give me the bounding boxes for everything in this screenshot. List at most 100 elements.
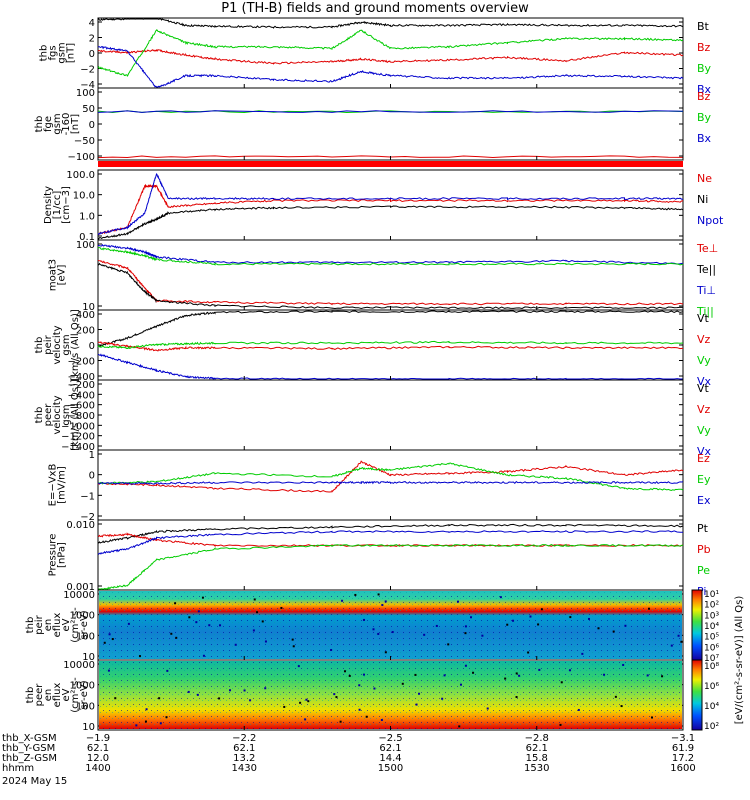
spectrogram-pixel [196, 693, 199, 696]
x-row-label: thb_Y-GSM [2, 743, 55, 754]
y-axis-label: peer [43, 403, 54, 427]
panel-frame [97, 309, 684, 381]
spectrogram-pixel [443, 674, 446, 677]
y-axis-label: [1/cc] [52, 191, 63, 220]
spectrogram-pixel [423, 633, 426, 636]
spectrogram-pixel [372, 628, 375, 631]
spectrogram-pixel [292, 645, 295, 648]
y-tick-label: −2 [80, 512, 95, 523]
y-tick-label: −2 [80, 65, 95, 76]
series-line-npot [97, 173, 684, 236]
spectrogram-pixel [414, 673, 417, 676]
spectrogram-pixel [219, 624, 222, 627]
spectrogram-pixel [114, 697, 117, 700]
y-tick-label: −200 [68, 380, 95, 391]
spectrogram-pixel [597, 627, 600, 630]
y-axis-label: Density [43, 186, 54, 224]
y-tick-label: 400 [76, 310, 95, 321]
legend-te: Te⊥ [696, 242, 718, 255]
y-axis-label: en [43, 689, 54, 702]
y-tick-label: 10 [82, 302, 95, 313]
spectrogram-pixel [252, 629, 255, 632]
date-label: 2024 May 15 [2, 776, 67, 787]
series-line-ey [97, 462, 684, 492]
colorbar-tick: 10² [704, 601, 719, 611]
y-tick-label: 0 [89, 341, 95, 352]
legend-ne: Ne [697, 172, 712, 185]
y-tick-label: −400 [68, 372, 95, 383]
spectrogram-pixel [381, 603, 384, 606]
legend-vy: Vy [697, 424, 711, 437]
spectrogram-pixel [264, 640, 267, 643]
legend-ni: Ni [697, 193, 708, 206]
spectrogram-pixel [174, 602, 177, 605]
panel-frame [97, 449, 684, 521]
y-axis-label: sr-eV) [79, 680, 90, 709]
y-tick-label: 100.0 [66, 170, 95, 181]
y-axis-label: eflux [52, 683, 63, 708]
spectrogram-pixel [677, 634, 680, 637]
spectrogram-pixel [234, 643, 237, 646]
spectrogram-pixel [384, 651, 387, 654]
x-tick-label: 62.1 [87, 743, 109, 754]
spectrogram-pixel [603, 673, 606, 676]
x-tick-label: 62.1 [379, 743, 401, 754]
spectrogram-pixel [280, 606, 283, 609]
spectrogram-pixel [159, 722, 162, 725]
spectrogram-pixel [650, 716, 653, 719]
spectrogram-pixel [515, 696, 518, 699]
y-axis-label: -160 [61, 113, 72, 136]
y-axis-label: [nT] [70, 114, 81, 134]
spectrogram-pixel [458, 725, 461, 728]
spectrogram-pixel [581, 652, 584, 655]
spectrogram-pixel [540, 608, 543, 611]
y-tick-label: 2 [89, 34, 95, 45]
flag-bar [98, 161, 683, 167]
spectrogram-pixel [377, 593, 380, 596]
y-axis-label: fgs [48, 45, 59, 60]
spectrogram-pixel [506, 623, 509, 626]
y-axis-label: thb [34, 407, 45, 424]
spectrogram-pixel [330, 648, 333, 651]
spectrogram-pixel [646, 674, 649, 677]
legend-ey: Ey [697, 473, 711, 486]
spectrogram-pixel [127, 622, 130, 625]
x-tick-label: 13.2 [233, 753, 255, 764]
y-tick-label: 10000 [63, 590, 95, 601]
x-tick-label: −1.9 [86, 733, 110, 744]
y-tick-label: −1 [80, 491, 95, 502]
y-tick-label: 1000 [70, 681, 95, 692]
y-tick-label: 1.0 [79, 211, 95, 222]
colorbar [691, 589, 703, 661]
spectrogram-pixel [188, 616, 191, 619]
legend-ez: Ez [697, 452, 710, 465]
x-row-label: thb_Z-GSM [2, 753, 57, 764]
spectrogram-pixel [358, 708, 361, 711]
y-axis-label: eV [61, 618, 72, 631]
spectrogram-pixel [362, 618, 365, 621]
y-axis-label: E=−VxB [48, 464, 59, 507]
spectrogram-pixel [103, 641, 106, 644]
spectrogram-pixel [283, 705, 286, 708]
x-tick-label: −2.2 [232, 733, 256, 744]
spectrogram-pixel [670, 644, 673, 647]
y-axis-label: velocity [52, 325, 63, 364]
spectrogram-pixel [587, 617, 590, 620]
y-axis-label: thb [25, 617, 36, 634]
spectrogram-pixel [680, 640, 683, 643]
y-tick-label: 100 [76, 88, 95, 99]
colorbar-tick: 10² [704, 722, 719, 732]
spectrogram-pixel [512, 619, 515, 622]
spectrogram-noise [99, 661, 682, 729]
panel-frame [97, 379, 684, 451]
y-tick-label: −100 [68, 152, 95, 163]
y-axis-label: thb [34, 337, 45, 354]
spectrogram-pixel [354, 593, 357, 596]
spectrogram-pixel [218, 697, 221, 700]
spectrogram-pixel [569, 616, 572, 619]
y-tick-label: 10000 [63, 660, 95, 671]
spectrogram-pixel [559, 723, 562, 726]
y-axis-label: gsm [52, 113, 63, 134]
y-tick-label: −800 [68, 411, 95, 422]
y-axis-label: thb [25, 687, 36, 704]
